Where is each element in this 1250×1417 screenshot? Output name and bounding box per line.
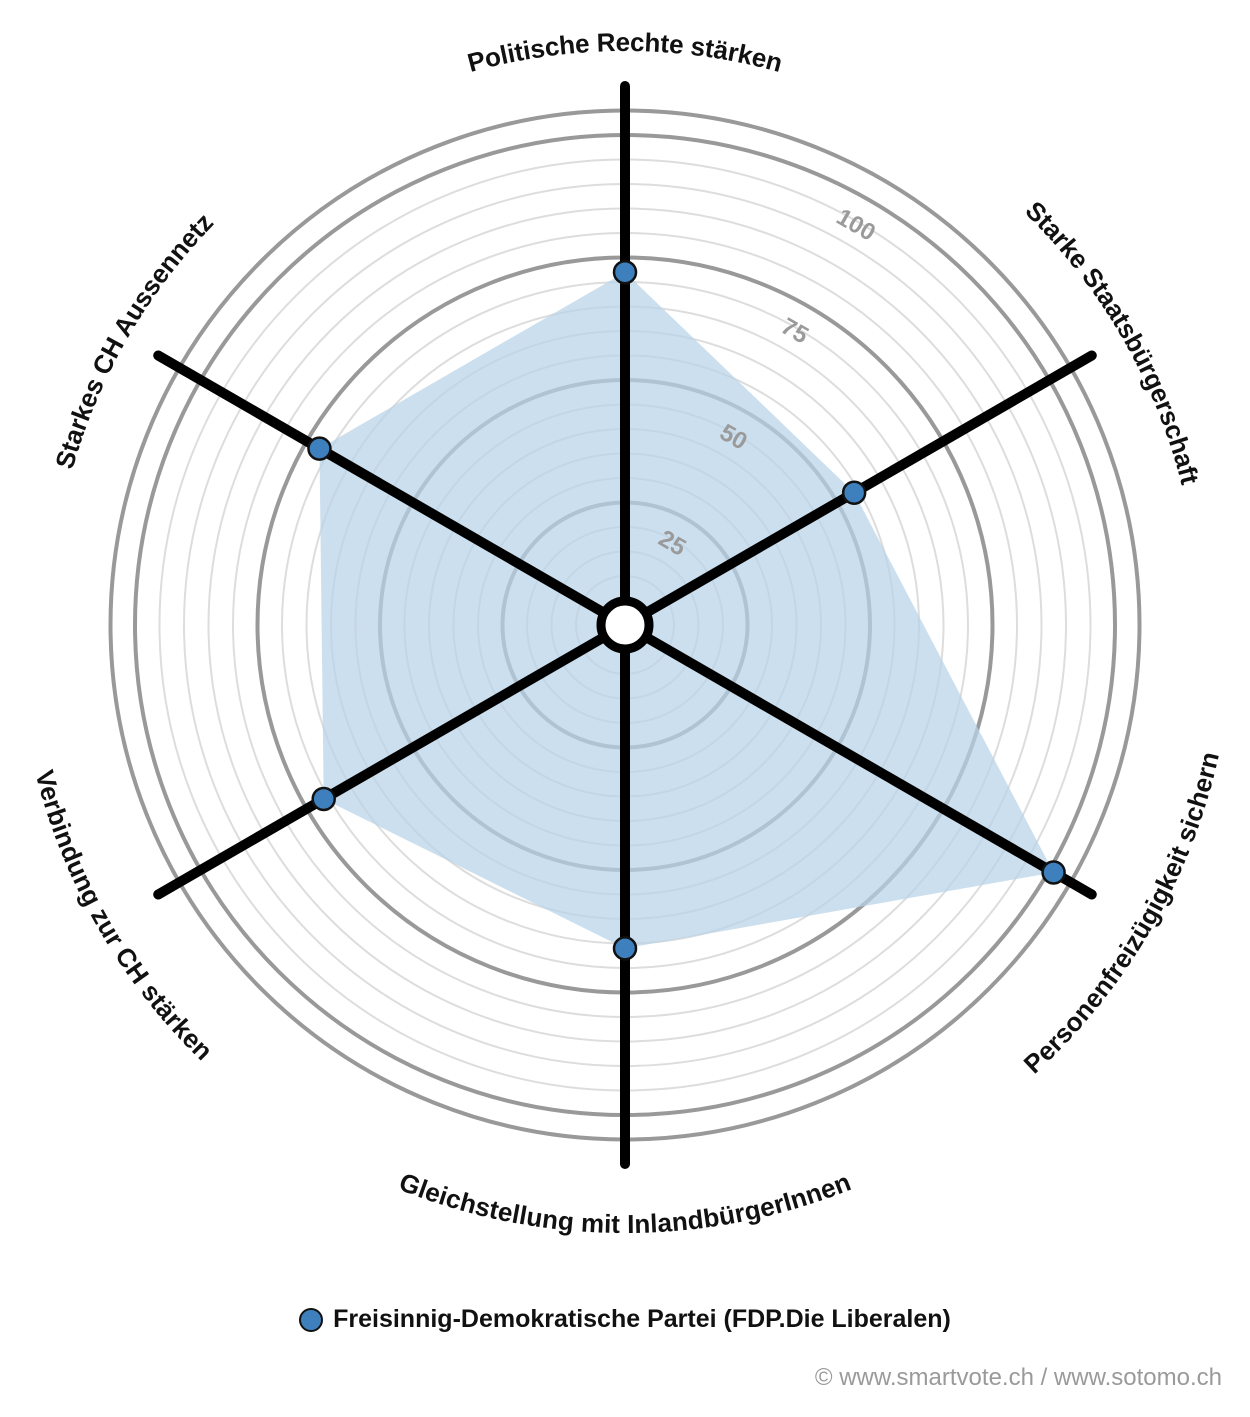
- data-point: [612, 259, 638, 285]
- radar-axes: [153, 81, 1097, 1169]
- axis-label-text: Politische Rechte stärken: [464, 27, 786, 78]
- axis-label-text: Starke Staatsbürgerschaft: [1020, 195, 1206, 488]
- data-point: [612, 936, 638, 961]
- data-point: [1041, 860, 1066, 885]
- axis-label-text: Gleichstellung mit InlandbürgerInnen: [395, 1166, 854, 1239]
- axis-label: Starkes CH Aussennetz: [49, 207, 219, 472]
- axis-label: Starke Staatsbürgerschaft: [1020, 195, 1206, 488]
- axis-label: Gleichstellung mit InlandbürgerInnen: [395, 1166, 854, 1239]
- legend-label: Freisinnig-Demokratische Partei (FDP.Die…: [333, 1305, 951, 1333]
- data-point: [311, 786, 336, 812]
- radar-area-layer: [319, 272, 1054, 949]
- axis-label-text: Verbindung zur CH stärken: [30, 767, 219, 1066]
- data-point: [307, 436, 332, 461]
- axis-spoke: [153, 620, 630, 900]
- axis-spoke: [153, 350, 630, 630]
- legend-marker-icon: [299, 1307, 324, 1332]
- axis-label: Politische Rechte stärken: [464, 27, 786, 78]
- center-hub: [596, 596, 654, 654]
- axis-label-text: Starkes CH Aussennetz: [49, 207, 219, 472]
- legend: Freisinnig-Demokratische Partei (FDP.Die…: [0, 1305, 1250, 1334]
- axis-label: Verbindung zur CH stärken: [30, 767, 219, 1066]
- source-credit: © www.smartvote.ch / www.sotomo.ch: [814, 1364, 1222, 1391]
- series-area: [319, 272, 1054, 949]
- data-point: [841, 480, 867, 505]
- tick-label: 75: [776, 313, 813, 350]
- axis-spoke: [620, 620, 1097, 900]
- radar-points: [307, 259, 1066, 961]
